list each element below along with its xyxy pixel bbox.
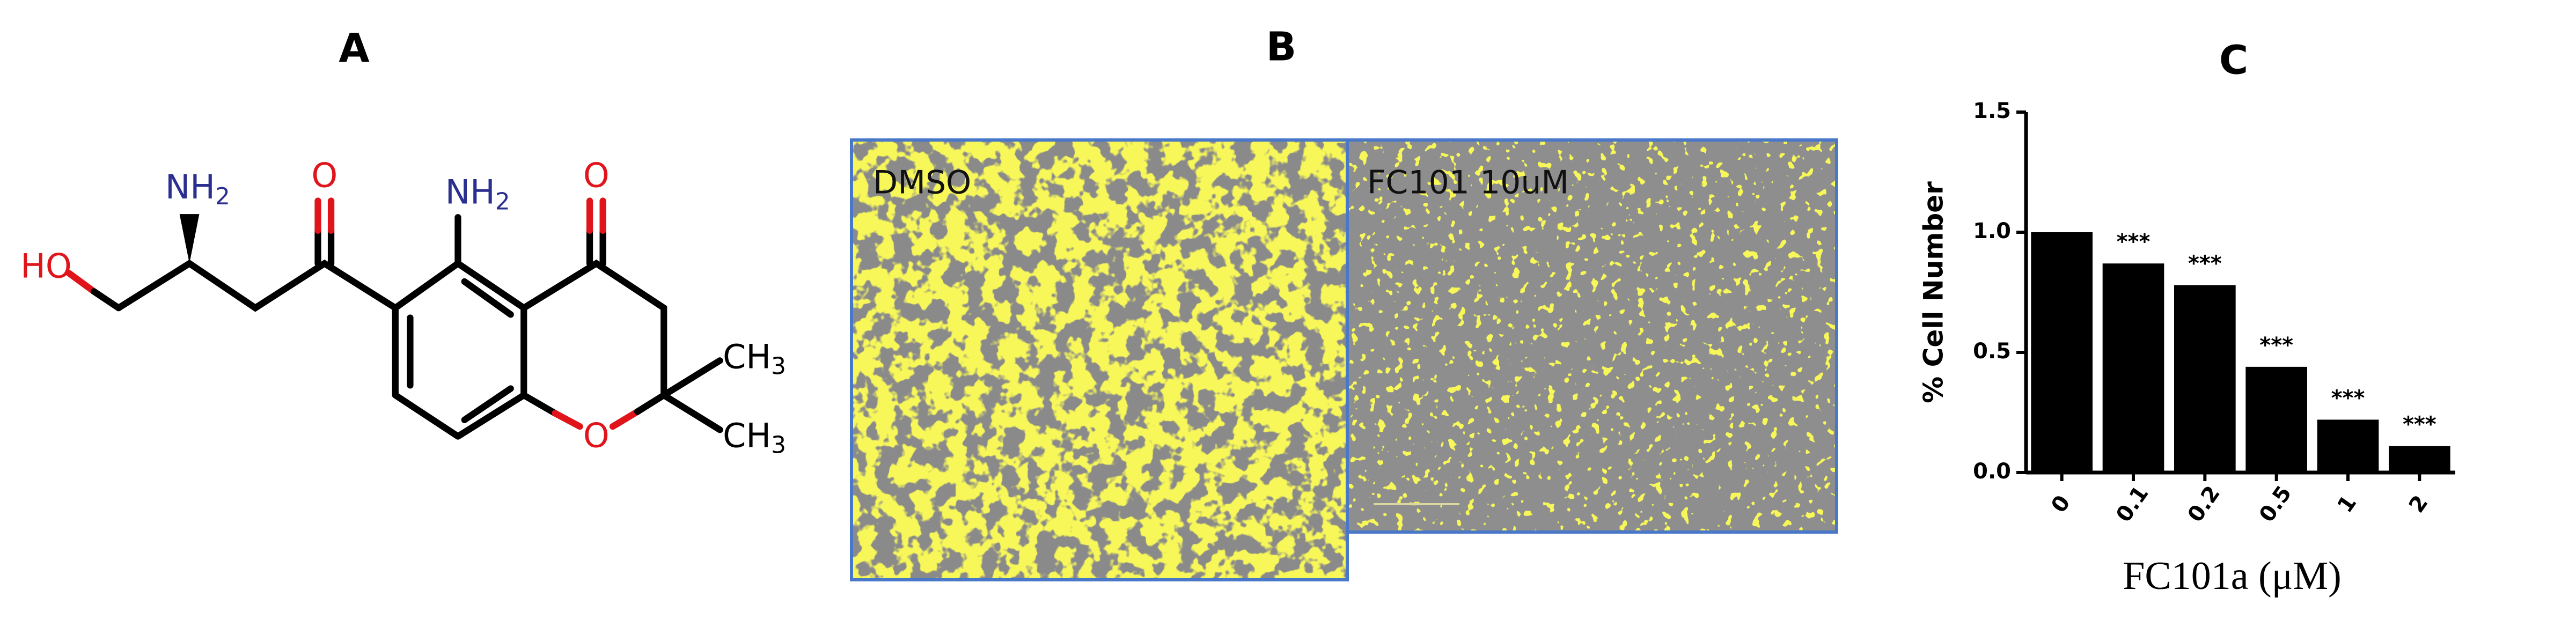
bond <box>461 385 514 423</box>
cell-mask <box>1347 140 1837 532</box>
image-label: DMSO <box>873 164 971 202</box>
significance-label: *** <box>2331 386 2365 410</box>
atom-subscript: 2 <box>495 188 510 215</box>
panel-label: B <box>1266 24 1296 70</box>
bar-chart: 0.0 0.5 1.0 1.5 0 0.1 *** 0.2 *** 0.5 *** 1 *** 2 ***%… <box>1918 99 2455 598</box>
y-tick-label: 0.0 <box>1973 459 2011 484</box>
atom-symbol: NH <box>445 172 495 211</box>
panel-label: C <box>2219 38 2248 84</box>
bar <box>2245 366 2307 473</box>
y-tick-label: 1.5 <box>1973 99 2011 123</box>
atom-symbol: O <box>583 416 610 455</box>
significance-label: *** <box>2403 412 2436 437</box>
bond <box>634 392 667 415</box>
atom-label: O <box>583 156 610 195</box>
bond <box>115 259 399 312</box>
atom-label: O <box>311 156 337 195</box>
bond <box>520 392 559 417</box>
atom-symbol: O <box>311 156 337 195</box>
x-tick-label: 0.5 <box>2255 482 2296 527</box>
bar <box>2317 419 2379 473</box>
atom-label: O <box>583 416 610 455</box>
atom-symbol: O <box>583 156 610 195</box>
ring <box>392 260 527 440</box>
bond <box>552 410 583 430</box>
atom-symbol: HO <box>20 247 71 286</box>
x-tick-label: 0 <box>2046 491 2075 517</box>
bond <box>660 392 723 433</box>
microscopy: DMSO FC101 10uM <box>850 138 1838 581</box>
significance-label: *** <box>2259 333 2293 358</box>
y-tick-label: 0.5 <box>1973 339 2011 364</box>
x-tick-label: 0.2 <box>2183 482 2225 527</box>
x-axis-label: FC101a (μM) <box>2123 554 2342 598</box>
bond <box>65 270 98 295</box>
bond <box>90 288 122 312</box>
atom-subscript: 3 <box>771 432 786 459</box>
atom-label: CH3 <box>723 337 786 380</box>
bond <box>520 259 667 399</box>
panel-label: A <box>339 26 369 72</box>
x-tick-label: 1 <box>2333 491 2362 517</box>
bond <box>660 357 723 399</box>
atom-label: CH3 <box>723 416 786 459</box>
atom-subscript: 2 <box>215 183 230 210</box>
molecule <box>65 197 723 440</box>
image-label: FC101 10uM <box>1367 164 1569 202</box>
atom-subscript: 3 <box>771 352 786 380</box>
significance-label: *** <box>2117 230 2151 254</box>
significance-label: *** <box>2188 252 2222 276</box>
y-axis-label: % Cell Number <box>1918 181 1949 403</box>
atom-label: NH2 <box>165 167 230 210</box>
atom-symbol: CH <box>723 337 771 376</box>
atom-symbol: NH <box>165 167 215 206</box>
image-border <box>1346 138 1838 534</box>
bar <box>2174 285 2236 473</box>
bond <box>609 408 641 430</box>
bond <box>461 278 514 318</box>
atom-label: HO <box>20 247 71 286</box>
y-tick-label: 1.0 <box>1973 219 2011 244</box>
atom-label: NH2 <box>445 172 510 215</box>
x-tick-label: 2 <box>2404 491 2433 517</box>
bar <box>2102 263 2164 473</box>
atom-symbol: CH <box>723 416 771 455</box>
bar <box>2389 446 2450 473</box>
x-tick-label: 0.1 <box>2111 482 2153 527</box>
cell-mask <box>852 140 1347 580</box>
bar <box>2031 232 2093 473</box>
wedge-bond <box>179 214 200 264</box>
